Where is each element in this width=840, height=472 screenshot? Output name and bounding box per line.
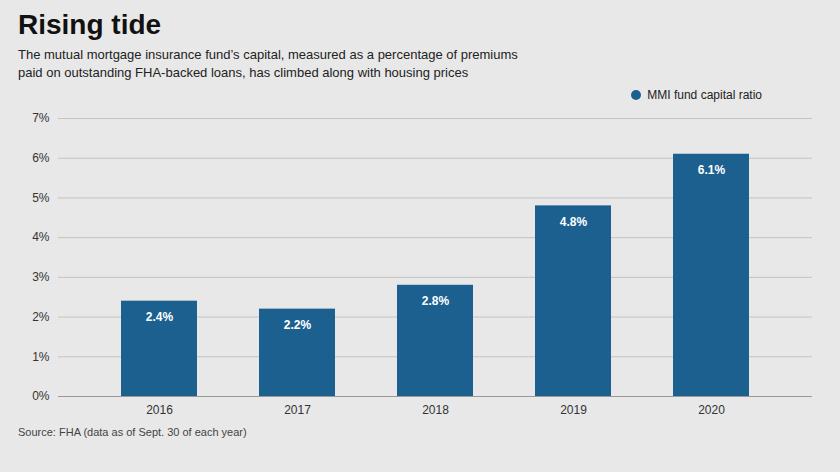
- svg-text:7%: 7%: [32, 111, 50, 125]
- svg-text:6%: 6%: [32, 151, 50, 165]
- svg-text:2%: 2%: [32, 310, 50, 324]
- svg-text:1%: 1%: [32, 350, 50, 364]
- svg-text:2018: 2018: [422, 403, 449, 417]
- svg-text:5%: 5%: [32, 191, 50, 205]
- svg-text:2.8%: 2.8%: [422, 294, 450, 308]
- svg-text:0%: 0%: [32, 389, 50, 403]
- html-text:The mutual mortgage insurance: The mutual mortgage insurance fund’s cap…: [18, 47, 518, 80]
- html-text:MMI fund capital ratio: MMI fund capital ratio: [647, 88, 762, 102]
- svg-text:3%: 3%: [32, 270, 50, 284]
- html-text:Source: FHA (data as of Sept.: Source: FHA (data as of Sept. 30 of each…: [18, 426, 247, 438]
- svg-text:4%: 4%: [32, 230, 50, 244]
- svg-text:2016: 2016: [146, 403, 173, 417]
- svg-text:4.8%: 4.8%: [560, 215, 588, 229]
- svg-text:2019: 2019: [560, 403, 587, 417]
- html-text:Rising tide: Rising tide: [18, 9, 162, 40]
- svg-text:2020: 2020: [698, 403, 725, 417]
- svg-text:2.4%: 2.4%: [146, 310, 174, 324]
- svg-text:6.1%: 6.1%: [698, 163, 726, 177]
- svg-text:2017: 2017: [284, 403, 311, 417]
- svg-text:2.2%: 2.2%: [284, 318, 312, 332]
